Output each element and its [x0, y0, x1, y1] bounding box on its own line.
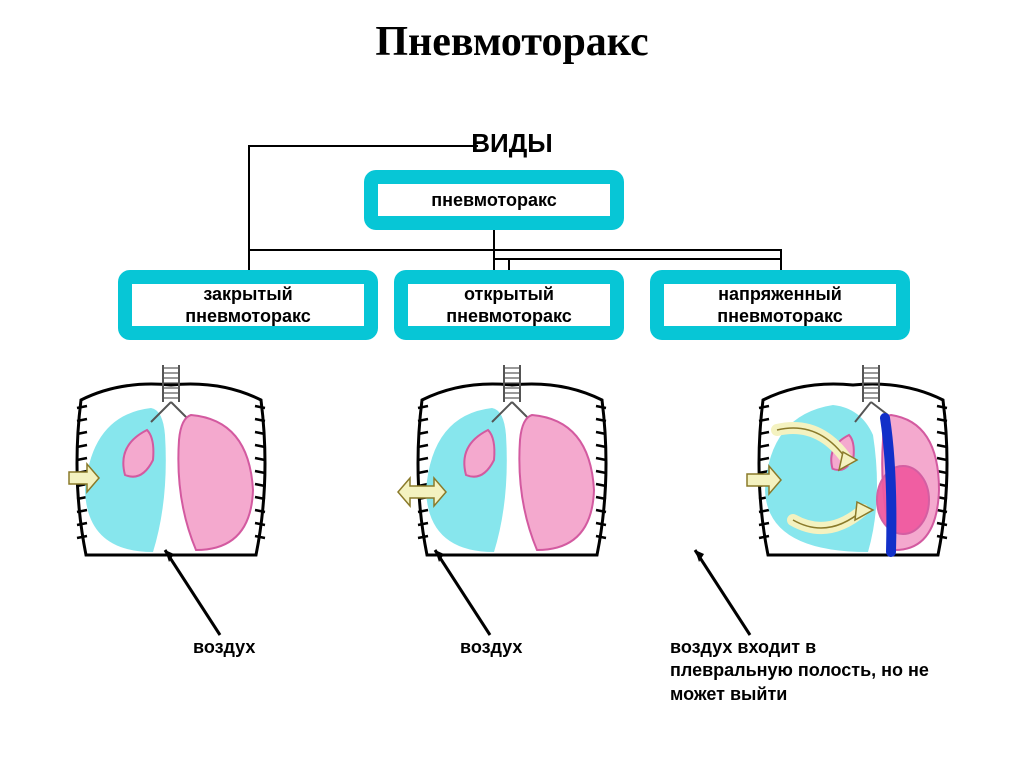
box-closed: закрытый пневмоторакс — [118, 270, 378, 340]
box-open: открытый пневмоторакс — [394, 270, 624, 340]
caption-tension: воздух входит в плевральную полость, но … — [670, 636, 929, 706]
box-closed-label: закрытый пневмоторакс — [185, 283, 311, 328]
box-root-label: пневмоторакс — [431, 189, 557, 212]
connector — [508, 258, 510, 270]
pointer-arrow — [680, 540, 800, 640]
box-open-label: открытый пневмоторакс — [446, 283, 572, 328]
connector — [248, 145, 478, 147]
box-tension-label: напряженный пневмоторакс — [717, 283, 843, 328]
box-tension: напряженный пневмоторакс — [650, 270, 910, 340]
subtitle: ВИДЫ — [0, 128, 1024, 159]
connector — [494, 258, 780, 260]
connector — [780, 249, 782, 270]
box-root: пневмоторакс — [364, 170, 624, 230]
pointer-arrow — [150, 540, 270, 640]
pointer-arrow — [420, 540, 540, 640]
page-title: Пневмоторакс — [0, 18, 1024, 66]
connector — [248, 145, 250, 270]
connector — [248, 249, 780, 251]
